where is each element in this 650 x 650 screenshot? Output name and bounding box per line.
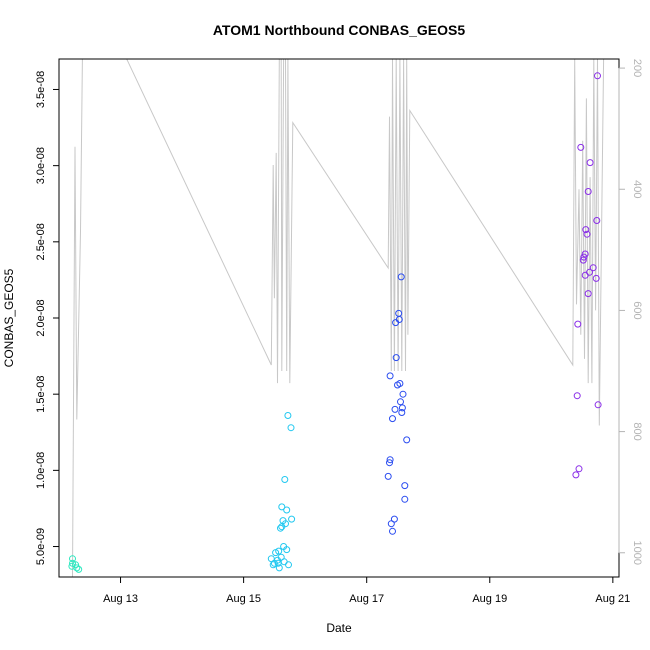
data-point xyxy=(386,456,394,464)
chart-title: ATOM1 Northbound CONBAS_GEOS5 xyxy=(213,22,465,38)
y2-tick-label: 1000 xyxy=(631,541,643,565)
data-point xyxy=(278,503,286,511)
y2-tick-label: 200 xyxy=(631,59,643,77)
y-tick-label: 2.5e-08 xyxy=(35,223,47,260)
series-3 xyxy=(384,273,411,535)
y2-tick-label: 800 xyxy=(631,422,643,440)
data-point xyxy=(403,436,411,444)
data-point xyxy=(398,409,406,416)
data-point xyxy=(575,465,583,473)
data-point xyxy=(283,546,291,554)
points-layer xyxy=(68,72,602,573)
data-point xyxy=(398,404,406,412)
data-point xyxy=(386,459,393,467)
x-axis: Aug 13 Aug 15 Aug 17 Aug 19 Aug 21 xyxy=(103,576,630,605)
data-point xyxy=(269,561,277,569)
data-point xyxy=(577,143,585,151)
series-2 xyxy=(267,412,296,572)
data-point xyxy=(401,495,409,503)
data-point xyxy=(73,564,81,572)
data-point xyxy=(282,520,289,528)
x-axis-label: Date xyxy=(326,621,352,635)
data-point xyxy=(395,316,403,323)
data-point xyxy=(75,565,83,573)
data-point xyxy=(277,553,285,561)
data-point xyxy=(384,472,392,480)
data-point xyxy=(584,290,592,298)
y-tick-label: 3.5e-08 xyxy=(35,71,47,108)
y-axis: 5.0e-09 1.0e-08 1.5e-08 2.0e-08 2.5e-08 3.0e-… xyxy=(35,71,60,565)
data-point xyxy=(580,253,588,261)
data-point xyxy=(386,372,394,380)
y2-tick-label: 600 xyxy=(631,301,643,319)
x-tick-label: Aug 19 xyxy=(472,593,507,605)
data-point xyxy=(392,354,400,362)
data-point xyxy=(399,390,407,398)
y-axis-label: CONBAS_GEOS5 xyxy=(2,268,16,367)
data-point xyxy=(573,392,581,400)
data-point xyxy=(281,476,289,483)
data-point xyxy=(288,515,296,523)
data-point xyxy=(572,471,580,479)
data-point xyxy=(397,273,405,281)
data-point xyxy=(69,555,76,563)
y-tick-label: 5.0e-09 xyxy=(35,528,47,565)
data-point xyxy=(579,256,587,264)
x-tick-label: Aug 17 xyxy=(349,593,384,605)
data-point xyxy=(401,482,409,490)
x-tick-label: Aug 13 xyxy=(103,593,138,605)
data-point xyxy=(391,405,399,413)
y-tick-label: 1.0e-08 xyxy=(35,452,47,489)
y2-tick-label: 400 xyxy=(631,180,643,198)
data-point xyxy=(589,264,597,272)
data-point xyxy=(285,561,292,569)
x-tick-label: Aug 15 xyxy=(226,593,261,605)
data-point xyxy=(582,226,590,234)
data-point xyxy=(68,562,76,570)
data-point xyxy=(396,380,404,387)
y-tick-label: 3.0e-08 xyxy=(35,147,47,184)
data-point xyxy=(287,424,295,432)
x-tick-label: Aug 21 xyxy=(595,593,630,605)
pressure-line xyxy=(72,58,605,578)
data-point xyxy=(389,415,396,423)
y-tick-label: 2.0e-08 xyxy=(35,299,47,336)
data-point xyxy=(283,506,291,514)
data-point xyxy=(593,217,601,224)
data-point xyxy=(592,274,600,282)
data-point xyxy=(583,230,591,238)
data-point xyxy=(594,72,601,80)
data-point xyxy=(275,547,283,555)
data-point xyxy=(581,250,589,258)
data-point xyxy=(389,527,396,535)
data-point xyxy=(284,412,292,419)
data-point xyxy=(390,515,398,523)
data-point xyxy=(277,524,284,532)
data-point xyxy=(574,320,582,328)
plot-frame xyxy=(58,58,620,578)
data-point xyxy=(275,564,283,572)
data-point xyxy=(397,398,404,406)
pressure-layer xyxy=(72,58,605,578)
series-4 xyxy=(572,72,602,479)
right-pressure-axis: 200 400 600 800 1000 xyxy=(618,59,643,565)
data-point xyxy=(586,268,593,276)
data-point xyxy=(584,188,592,195)
data-point xyxy=(594,401,602,409)
data-point xyxy=(274,559,282,567)
y-tick-label: 1.5e-08 xyxy=(35,376,47,413)
series-1 xyxy=(68,555,83,573)
data-point xyxy=(586,159,594,167)
